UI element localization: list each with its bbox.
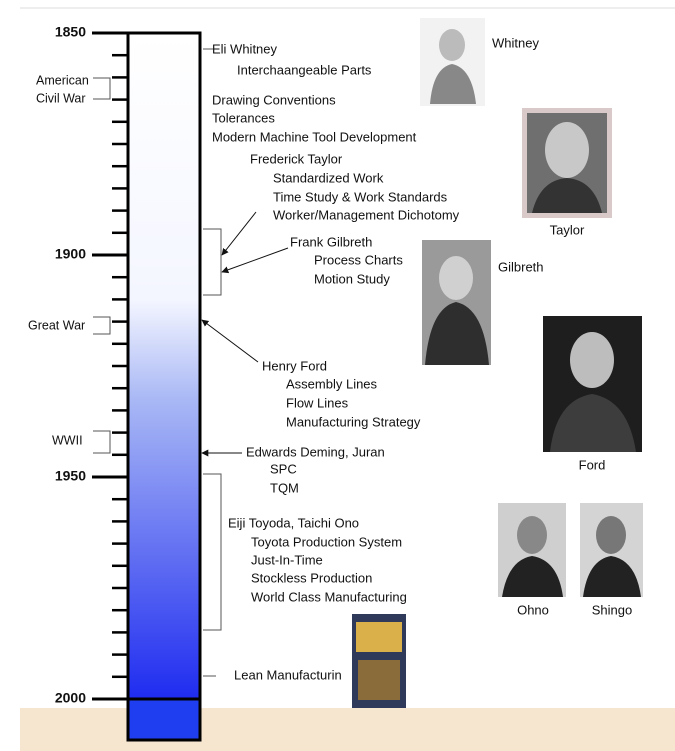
entry-text: Flow Lines xyxy=(286,395,349,410)
entry-text: World Class Manufacturing xyxy=(251,589,407,604)
entry-text: Stockless Production xyxy=(251,570,372,585)
portrait xyxy=(420,18,485,106)
year-label: 1850 xyxy=(55,24,86,40)
year-label: 1950 xyxy=(55,468,86,484)
footer-band xyxy=(20,708,675,751)
photo-caption: Ohno xyxy=(517,602,549,617)
entry-text: Toyota Production System xyxy=(251,534,402,549)
entry-text: Frank Gilbreth xyxy=(290,234,372,249)
entry-text: Worker/Management Dichotomy xyxy=(273,207,460,222)
entry-text: Drawing Conventions xyxy=(212,92,336,107)
timeline-diagram: 1850 1900 1950 2000 American Civil War G… xyxy=(0,0,675,751)
entry-text: Tolerances xyxy=(212,110,275,125)
entry-text: Lean Manufacturin xyxy=(234,667,342,682)
entry-text: Eli Whitney xyxy=(212,41,278,56)
entry-text: Modern Machine Tool Development xyxy=(212,129,417,144)
entry-text: Manufacturing Strategy xyxy=(286,414,421,429)
portrait xyxy=(422,240,491,365)
entry-text: Eiji Toyoda, Taichi Ono xyxy=(228,515,359,530)
year-label: 2000 xyxy=(55,690,86,706)
photo-caption: Shingo xyxy=(592,602,632,617)
photo-caption: Gilbreth xyxy=(498,259,544,274)
entry-text: Just-In-Time xyxy=(251,552,323,567)
time-bar xyxy=(128,33,200,699)
photo-caption: Taylor xyxy=(550,222,585,237)
entry-text: TQM xyxy=(270,480,299,495)
event-label: Great War xyxy=(28,318,85,332)
event-label: Civil War xyxy=(36,91,86,105)
portrait xyxy=(522,108,612,218)
event-label: American xyxy=(36,73,89,87)
entry-text: Interchaangeable Parts xyxy=(237,62,372,77)
entry-text: Henry Ford xyxy=(262,358,327,373)
book-cover xyxy=(352,614,406,708)
portrait xyxy=(498,503,566,597)
time-bar-end xyxy=(128,699,200,740)
year-label: 1900 xyxy=(55,246,86,262)
entry-text: Standardized Work xyxy=(273,170,384,185)
entry-text: Edwards Deming, Juran xyxy=(246,444,385,459)
event-label: WWII xyxy=(52,433,83,447)
entry-text: Motion Study xyxy=(314,271,390,286)
entry-text: Time Study & Work Standards xyxy=(273,189,448,204)
entry-text: Assembly Lines xyxy=(286,376,378,391)
entry-text: SPC xyxy=(270,461,297,476)
photo-caption: Whitney xyxy=(492,35,539,50)
entry-text: Frederick Taylor xyxy=(250,151,343,166)
portrait xyxy=(543,316,642,452)
photo-caption: Ford xyxy=(579,457,606,472)
portrait xyxy=(580,503,643,597)
entry-text: Process Charts xyxy=(314,252,403,267)
